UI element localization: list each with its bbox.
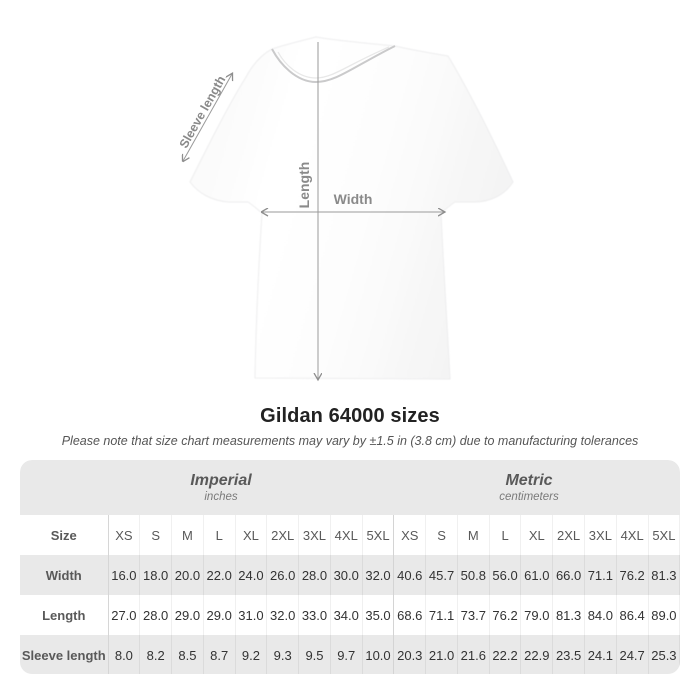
svg-text:Length: Length [296,162,312,209]
svg-text:Width: Width [334,191,373,207]
